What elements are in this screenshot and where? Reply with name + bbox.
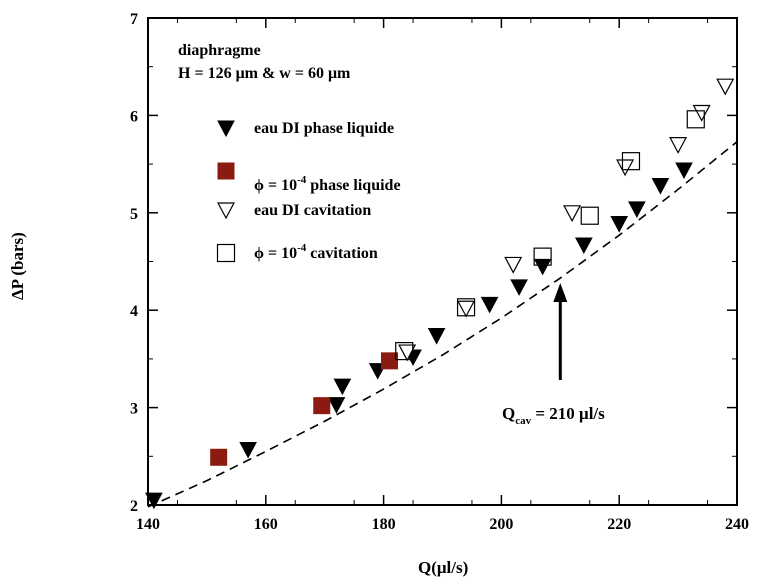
fit-line-layer [147,141,738,508]
data-point-series-3 [716,78,735,96]
data-point-series-1 [651,178,670,195]
y-tick-label: 3 [130,401,138,418]
y-axis-label: ΔP (bars) [8,232,27,300]
y-tick-label: 4 [130,303,138,320]
data-marks [145,78,735,510]
x-axis-label: Q(μl/s) [418,558,469,577]
y-tick-label: 6 [130,108,138,125]
data-point-series-3 [669,137,688,154]
data-point-series-2 [313,397,331,415]
data-point-series-2 [210,448,228,466]
x-tick-label: 220 [607,516,631,533]
data-point-series-3 [457,300,476,318]
qcav-arrow-head [553,283,568,302]
data-point-series-3 [398,344,417,362]
legend: eau DI phase liquide ϕ = 10-4 phase liqui… [216,120,401,263]
qcav-label: Qcav = 210 μl/s [502,404,605,427]
data-point-series-1 [675,162,693,180]
data-point-series-1 [628,201,646,218]
legend-label-2: ϕ = 10-4 phase liquide [254,174,401,194]
data-point-series-1 [510,279,528,296]
data-point-series-4 [621,152,641,171]
data-point-series-1 [333,378,352,396]
data-point-series-4 [533,247,552,266]
data-point-series-3 [616,159,635,177]
data-point-series-1 [575,237,593,255]
data-point-series-3 [692,104,711,122]
data-point-series-1 [145,492,163,510]
legend-marker-2 [217,162,235,180]
annotation-title: diaphragme [178,42,261,59]
x-tick-label: 200 [489,516,513,533]
annotations: diaphragme H = 126 μm & w = 60 μm Qcav = 2… [178,42,605,427]
legend-label-1: eau DI phase liquide [254,120,394,137]
data-point-series-1 [480,296,499,314]
axis-ticks: 140 160 180 200 220 240 2 3 4 5 6 7 [130,11,749,533]
data-point-series-1 [327,397,346,414]
data-point-series-4 [395,342,414,361]
data-point-series-1 [610,216,629,233]
legend-marker-1 [217,120,235,138]
x-tick-label: 140 [136,516,160,533]
data-point-series-4 [456,298,476,317]
x-tick-label: 180 [372,516,396,533]
legend-marker-4 [216,243,236,263]
plot-frame [147,17,738,506]
legend-label-3: eau DI cavitation [254,202,371,219]
data-point-series-1 [427,328,446,345]
y-tick-label: 5 [130,206,138,223]
x-tick-label: 160 [254,516,278,533]
y-tick-label: 7 [130,11,138,28]
data-point-series-4 [686,110,705,129]
y-tick-label: 2 [130,498,138,515]
fit-line [147,141,738,508]
data-point-series-4 [580,206,599,225]
annotation-dimensions: H = 126 μm & w = 60 μm [178,65,351,82]
legend-label-4: ϕ = 10-4 cavitation [254,242,378,262]
data-point-series-1 [533,258,552,276]
data-point-series-3 [563,205,582,223]
data-point-series-1 [239,441,257,459]
x-tick-label: 240 [725,516,749,533]
data-point-series-3 [504,256,523,274]
plot-area-border [147,17,738,506]
data-point-series-2 [380,352,398,370]
legend-marker-3 [217,202,235,220]
